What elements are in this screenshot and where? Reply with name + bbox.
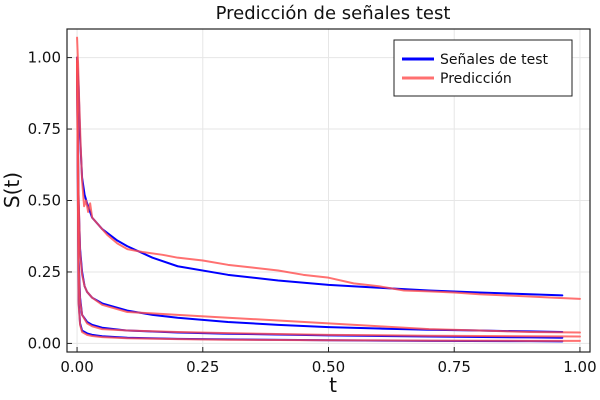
prediction-series-line (76, 59, 581, 338)
prediction-series-line (76, 56, 581, 334)
chart-title: Predicción de señales test (216, 3, 451, 24)
test-series-line (76, 56, 564, 333)
y-axis-title: S(t) (0, 172, 24, 208)
legend-label-test: Señales de test (440, 52, 549, 68)
x-tick-label: 0.50 (312, 358, 345, 376)
y-tick-label: 1.00 (28, 49, 61, 67)
x-tick-label: 1.00 (563, 358, 596, 376)
y-tick-label: 0.25 (28, 263, 61, 281)
legend-label-prediction: Predicción (440, 71, 512, 87)
x-tick-label: 0.75 (438, 358, 471, 376)
legend-box (393, 39, 573, 97)
ticks: 0.00 0.25 0.50 0.75 1.00 0.00 0.25 0.50 0.75 1.00 (28, 49, 597, 376)
x-axis-title: t (329, 373, 337, 397)
prediction-series-line (76, 36, 581, 300)
y-tick-label: 0.75 (28, 120, 61, 138)
prediction-series-line (76, 62, 581, 342)
y-tick-label: 0.50 (28, 192, 61, 210)
legend: Señales de test Predicción (393, 39, 573, 97)
x-tick-label: 0.25 (186, 358, 219, 376)
x-tick-label: 0.00 (60, 358, 93, 376)
test-series-line (76, 59, 564, 339)
series-group (76, 36, 581, 343)
y-tick-label: 0.00 (28, 334, 61, 352)
test-series-line (76, 62, 564, 343)
